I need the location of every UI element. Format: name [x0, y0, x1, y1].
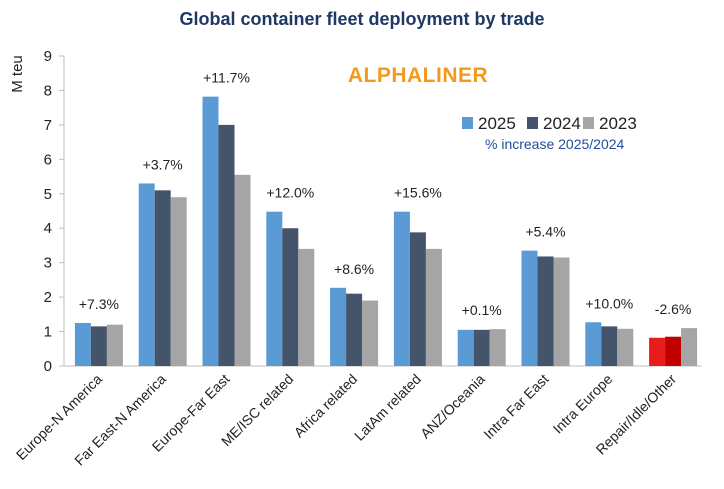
- category-label: ANZ/Oceania: [417, 371, 488, 442]
- pct-change-label: +5.4%: [525, 224, 565, 240]
- pct-change-label: -2.6%: [655, 301, 692, 317]
- y-tick-label: 9: [44, 48, 52, 65]
- bar-2025-9: [649, 337, 666, 366]
- category-label: LatAm related: [351, 371, 424, 444]
- bar-2023-5: [425, 248, 442, 366]
- pct-change-label: +0.1%: [462, 302, 502, 318]
- bar-2023-2: [234, 174, 251, 366]
- category-label: Africa related: [291, 371, 361, 441]
- legend-label-2025: 2025: [478, 114, 516, 133]
- legend-label-2023: 2023: [599, 114, 637, 133]
- bar-2023-9: [681, 328, 698, 366]
- bar-2023-4: [362, 300, 379, 366]
- bar-2025-3: [266, 211, 283, 366]
- labels: +7.3%Europe-N America+3.7%Far East-N Ame…: [13, 70, 692, 469]
- y-tick-label: 6: [44, 151, 52, 168]
- bar-2024-9: [665, 336, 682, 366]
- bar-2025-0: [74, 322, 91, 366]
- bar-2025-1: [138, 183, 155, 366]
- legend-swatch-2025: [462, 117, 473, 129]
- chart-title: Global container fleet deployment by tra…: [179, 9, 545, 29]
- bar-2025-7: [521, 250, 538, 366]
- bar-2023-0: [106, 324, 123, 366]
- pct-change-label: +8.6%: [334, 261, 374, 277]
- category-label: Intra Europe: [550, 371, 616, 437]
- bar-2024-6: [473, 329, 490, 366]
- bar-2025-5: [393, 211, 410, 366]
- bar-2023-6: [489, 329, 506, 366]
- bar-2025-8: [585, 322, 602, 366]
- brand-logo-text: ALPHALINER: [348, 64, 488, 87]
- y-tick-label: 0: [44, 358, 52, 375]
- bar-2024-1: [154, 190, 171, 366]
- pct-change-label: +7.3%: [79, 296, 119, 312]
- pct-change-label: +12.0%: [266, 185, 314, 201]
- bar-2024-7: [537, 256, 554, 366]
- bar-2024-3: [282, 228, 299, 366]
- legend-label-2024: 2024: [543, 114, 581, 133]
- bar-2023-3: [298, 248, 315, 366]
- pct-change-label: +15.6%: [394, 185, 442, 201]
- bar-2024-2: [218, 124, 235, 366]
- y-tick-label: 7: [44, 117, 52, 134]
- legend-swatch-2023: [583, 117, 594, 129]
- category-label: Intra Far East: [480, 371, 551, 442]
- y-tick-label: 1: [44, 324, 52, 341]
- legend-note: % increase 2025/2024: [485, 136, 625, 152]
- pct-change-label: +3.7%: [143, 156, 183, 172]
- bar-2024-8: [601, 326, 618, 366]
- legend-swatch-2024: [527, 117, 538, 129]
- bar-2025-6: [457, 329, 474, 366]
- bar-2024-0: [90, 326, 107, 366]
- y-tick-label: 3: [44, 255, 52, 272]
- pct-change-label: +11.7%: [203, 70, 250, 86]
- y-tick-label: 4: [44, 220, 52, 237]
- bar-2023-8: [617, 328, 634, 366]
- bar-2023-1: [170, 197, 187, 366]
- axes: 0 1 2 3 4 5 6 7 8 9 M teu: [9, 48, 702, 375]
- y-tick-label: 2: [44, 289, 52, 306]
- y-axis-title: M teu: [9, 55, 26, 93]
- y-tick-label: 8: [44, 82, 52, 99]
- bars: [74, 96, 698, 367]
- bar-2023-7: [553, 257, 570, 366]
- pct-change-label: +10.0%: [585, 295, 633, 311]
- legend: ALPHALINER 2025 2024 2023 % increase 2025/20…: [348, 64, 637, 152]
- bar-2025-2: [202, 96, 219, 367]
- bar-2024-4: [346, 293, 363, 366]
- bar-2024-5: [409, 232, 426, 366]
- y-tick-label: 5: [44, 186, 52, 203]
- bar-2025-4: [330, 287, 347, 366]
